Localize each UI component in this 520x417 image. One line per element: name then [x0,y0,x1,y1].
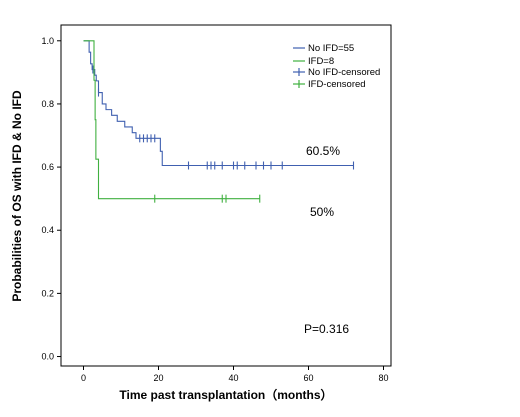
legend-marker-no-ifd-censored [293,68,305,76]
annotation-no-ifd-rate: 60.5% [306,144,340,158]
y-tick-label: 0.6 [41,162,54,172]
legend-label-ifd: IFD=8 [308,56,334,67]
x-tick-label: 60 [303,373,313,383]
y-axis-title: Probabilities of OS with IFD & No IFD [10,90,24,302]
legend-label-no-ifd: No IFD=55 [308,43,354,54]
legend-marker-ifd-censored [293,80,305,88]
plot-frame [60,24,392,367]
y-tick-label: 0.0 [41,352,54,362]
legend: No IFD=55 IFD=8 No IFD-censored IFD-cens… [293,43,380,90]
x-tick-label: 40 [228,373,238,383]
y-tick-label: 1.0 [41,36,54,46]
legend-label-ifd-censored: IFD-censored [308,79,366,90]
annotation-ifd-rate: 50% [310,205,334,219]
y-tick-label: 0.2 [41,288,54,298]
x-axis-ticks: 0 20 40 60 80 [81,366,389,383]
y-axis-ticks: 0.0 0.2 0.4 0.6 0.8 1.0 [41,36,61,362]
legend-label-no-ifd-censored: No IFD-censored [308,67,380,78]
survival-curves [83,40,355,203]
x-tick-label: 0 [81,373,86,383]
y-tick-label: 0.8 [41,99,54,109]
x-tick-label: 20 [153,373,163,383]
survival-curve-no-ifd [83,40,354,167]
survival-curve-ifd [83,40,260,200]
x-axis-title: Time past transplantation（months） [119,387,332,402]
annotation-p-value: P=0.316 [304,322,349,336]
x-tick-label: 80 [378,373,388,383]
y-tick-label: 0.4 [41,225,54,235]
